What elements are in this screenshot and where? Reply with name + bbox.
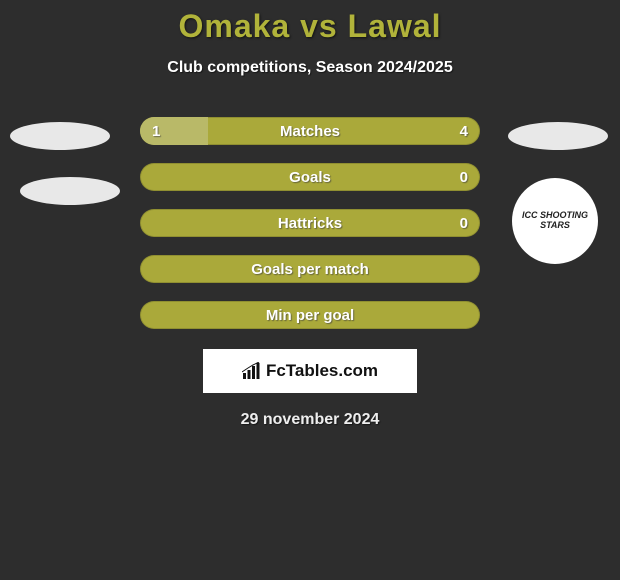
club-logo-left [20,177,120,205]
fctables-logo[interactable]: FcTables.com [203,349,417,393]
bar-right-value: 4 [460,123,468,140]
bar-label: Goals per match [140,261,480,278]
subtitle: Club competitions, Season 2024/2025 [0,59,620,77]
logo-text: FcTables.com [266,361,378,381]
page-title: Omaka vs Lawal [0,0,620,45]
bar-right-value: 0 [460,169,468,186]
bar-label: Hattricks [140,215,480,232]
bar-row: 1 Matches 4 [140,117,480,145]
bar-label: Matches [140,123,480,140]
bar-chart-icon [242,362,260,380]
bar-row: Goals 0 [140,163,480,191]
bar-row: Min per goal [140,301,480,329]
bar-right-value: 0 [460,215,468,232]
bar-label: Goals [140,169,480,186]
player-avatar-left [10,122,110,150]
bar-row: Goals per match [140,255,480,283]
player-avatar-right [508,122,608,150]
club-logo-right: ICC SHOOTING STARS [512,178,598,264]
bar-row: Hattricks 0 [140,209,480,237]
date-label: 29 november 2024 [0,411,620,429]
bar-label: Min per goal [140,307,480,324]
